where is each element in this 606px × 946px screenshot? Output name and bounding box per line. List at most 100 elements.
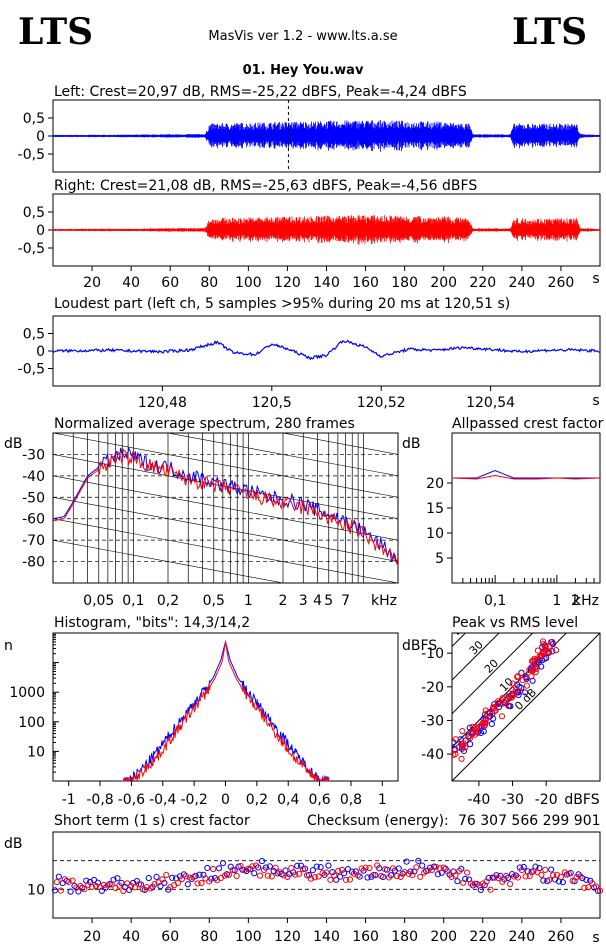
histogram-xtick: -1 [62,792,76,808]
short-term-point [518,866,525,874]
crest-ylabel: dB [402,436,421,452]
spectrum-ytick: -70 [22,533,45,549]
short-term-point [206,878,213,885]
peak-rms-point [489,704,497,711]
short-term-point [546,876,553,884]
peak-rms-point [514,673,521,681]
short-term-point [174,879,182,887]
loudest-xunit: s [592,393,599,409]
logo-right: LTS [512,11,587,53]
short-term-xunit: s [592,930,599,946]
short-term-point [169,874,176,881]
loudest-trace [52,339,601,361]
peak-rms-point [480,728,487,735]
short-term-point [417,873,424,880]
short-term-point [233,872,240,880]
peak-rms-ytick: -10 [421,646,444,662]
peak-rms-point [460,740,467,747]
short-term-point [485,874,492,882]
histogram-frame [52,632,399,782]
spectrum-slope-line [53,240,398,304]
short-term-point [362,864,369,871]
crest-xunit: kHz [573,593,599,609]
short-term-point [550,872,557,879]
short-term-point [77,882,84,890]
short-term-point [366,864,373,872]
short-term-point [434,871,441,878]
peak-rms-point [553,647,560,654]
short-term-point [592,883,600,890]
short-term-point [294,862,301,869]
short-term-point [364,874,371,881]
loudest-xtick: 120,48 [138,395,187,411]
spectrum-plot-area [53,240,398,583]
peak-rms-point [482,716,489,723]
spectrum-slope-line [166,433,398,477]
short-term-point [251,870,258,877]
peak-rms-point [514,673,522,680]
short-term-point [581,884,588,891]
short-term-point [526,872,533,880]
right-waveform-title: Right: Crest=21,08 dB, RMS=-25,63 dBFS, … [54,178,477,194]
histogram-xtick: 0,6 [308,792,330,808]
short-term-point [258,857,266,865]
short-term-point [428,866,436,874]
short-term-xtick: 160 [352,929,379,945]
short-term-point [268,873,275,880]
histogram-xtick: 1 [378,792,387,808]
short-term-point [53,878,61,886]
file-name: 01. Hey You.wav [243,63,364,78]
peak-rms-ytick: -30 [421,713,444,729]
logo-left: LTS [18,11,93,53]
left-waveform-ytick: 0 [36,129,45,145]
peak-rms-point [498,713,506,720]
spectrum-xunit: kHz [371,593,397,609]
short-term-point [184,881,191,888]
short-term-point [419,862,426,869]
right-waveform-ytick: 0,5 [23,205,45,221]
short-term-point [579,875,586,882]
short-term-point [432,863,439,870]
right-waveform-xtick: 120 [274,275,301,291]
histogram-ytick: 10 [27,744,45,760]
short-term-point [335,867,342,874]
peak-rms-point [509,692,516,699]
short-term-point [424,867,432,874]
right-waveform-xtick: 60 [161,275,179,291]
spectrum-ytick: -50 [22,490,45,506]
short-term-point [395,865,402,872]
short-term-point [313,863,320,870]
short-term-point [88,883,96,891]
short-term-xtick: 60 [161,929,179,945]
short-term-point [215,865,223,872]
short-term-xtick: 260 [548,929,575,945]
histogram-xtick: 0,8 [340,792,362,808]
histogram-ylabel: n [4,638,13,654]
peak-rms-point [516,688,524,695]
peak-rms-point [452,736,459,743]
right-waveform-xtick: 180 [391,275,418,291]
short-term-point [327,876,334,883]
short-term-point [354,872,361,879]
right-waveform-xtick: 160 [352,275,379,291]
spectrum-slope-line [53,539,285,583]
short-term-point [284,873,291,881]
short-term-point [454,878,461,885]
spectrum-ytick: -40 [22,469,45,485]
short-term-xtick: 120 [274,929,301,945]
peak-rms-point [458,755,465,762]
right-waveform-xtick: 40 [122,275,140,291]
short-term-point [342,876,350,884]
short-term-point [583,876,590,883]
spectrum-title: Normalized average spectrum, 280 frames [54,416,355,432]
crest-ytick: 15 [426,501,444,517]
short-term-point [272,864,279,871]
short-term-point [452,872,459,879]
peak-rms-point [446,745,451,750]
short-term-point [368,873,375,880]
short-term-point [510,873,518,880]
peak-rms-point [514,688,521,695]
short-term-point [559,879,566,886]
short-term-point [100,881,107,889]
short-term-point [73,884,80,891]
